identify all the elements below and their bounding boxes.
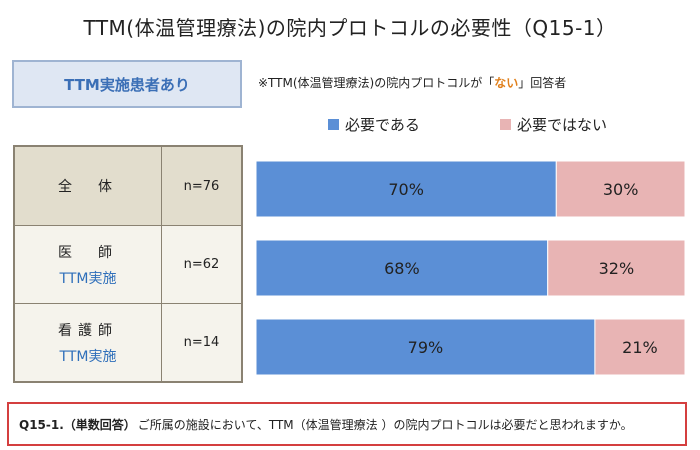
note-highlight: ない: [494, 76, 519, 90]
bar-label-not-necessary: 32%: [599, 259, 635, 278]
row-n: n=62: [183, 257, 220, 272]
bar-necessary: [255, 239, 549, 297]
respondent-table: 全 体 n=76 医 師 TTM実施 n=62 看護師 TTM実施 n=14: [13, 145, 243, 383]
row-label: 医 師: [58, 244, 118, 261]
bar-not-necessary: [547, 239, 686, 297]
table-row: 全 体 n=76: [15, 147, 241, 225]
legend-swatch-not-necessary: [500, 119, 511, 130]
row-n: n=14: [183, 335, 220, 350]
question-box: Q15-1.（単数回答） ご所属の施設において、TTM（体温管理療法 ）の院内プ…: [7, 402, 687, 446]
group-badge: TTM実施患者あり: [12, 60, 242, 108]
bar-necessary: [255, 160, 557, 218]
bar-label-necessary: 68%: [384, 259, 420, 278]
bar-not-necessary: [594, 318, 686, 376]
row-label-cell: 全 体: [15, 147, 162, 225]
bar-label-not-necessary: 21%: [622, 338, 658, 357]
bar-label-necessary: 79%: [408, 338, 444, 357]
bar-not-necessary: [555, 160, 686, 218]
chart-title: TTM(体温管理療法)の院内プロトコルの必要性（Q15-1）: [83, 16, 617, 40]
table-row: 看護師 TTM実施 n=14: [15, 303, 241, 381]
row-label: 看護師: [58, 322, 118, 339]
question-label: Q15-1.（単数回答）: [19, 417, 136, 432]
legend-item-not-necessary: 必要ではない: [500, 114, 607, 135]
row-label: 全 体: [58, 179, 118, 195]
row-label-cell: 医 師 TTM実施: [15, 226, 162, 303]
legend-label-necessary: 必要である: [345, 116, 420, 134]
legend-label-not-necessary: 必要ではない: [517, 116, 608, 134]
group-badge-label: TTM実施患者あり: [64, 75, 190, 94]
row-label-cell: 看護師 TTM実施: [15, 304, 162, 381]
row-n: n=76: [183, 178, 220, 194]
row-sublabel: TTM実施: [59, 348, 117, 365]
row-sublabel: TTM実施: [59, 270, 117, 287]
note-prefix: ※TTM(体温管理療法)の院内プロトコルが「: [258, 76, 495, 90]
table-row: 医 師 TTM実施 n=62: [15, 225, 241, 303]
legend-item-necessary: 必要である: [328, 114, 420, 135]
bar-necessary: [255, 318, 596, 376]
respondent-note: ※TTM(体温管理療法)の院内プロトコルが「ない」回答者: [258, 74, 566, 91]
bar-label-necessary: 70%: [388, 180, 424, 199]
legend-swatch-necessary: [328, 119, 339, 130]
note-suffix: 」回答者: [518, 76, 567, 90]
bar-label-not-necessary: 30%: [603, 180, 639, 199]
question-text: ご所属の施設において、TTM（体温管理療法 ）の院内プロトコルは必要だと思われま…: [137, 417, 633, 432]
